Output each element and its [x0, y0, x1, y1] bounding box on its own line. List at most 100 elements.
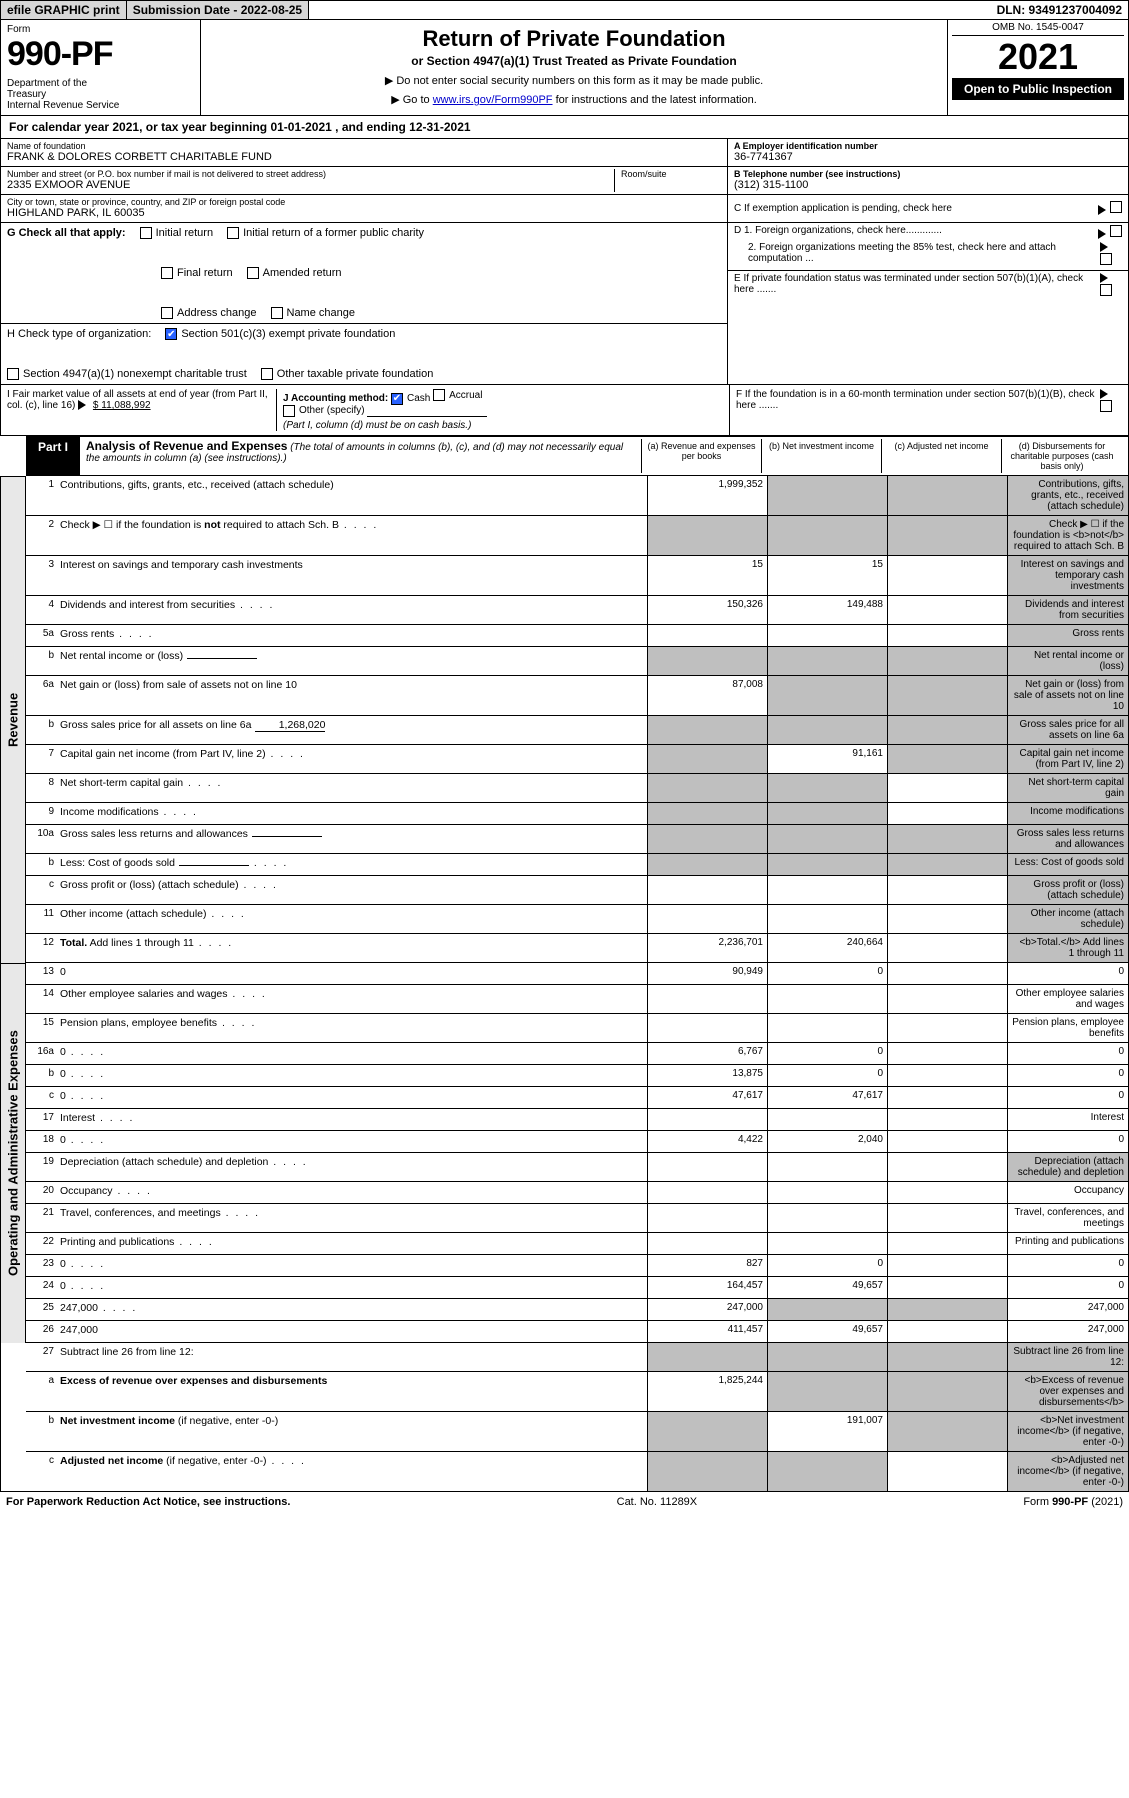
row-num: 16a — [26, 1043, 58, 1064]
cell-c — [888, 596, 1008, 624]
cell-b — [768, 1452, 888, 1491]
table-row: 4Dividends and interest from securities1… — [26, 596, 1129, 625]
cell-c — [888, 716, 1008, 744]
table-row: c047,61747,6170 — [26, 1087, 1129, 1109]
row-num: 1 — [26, 476, 58, 515]
cell-c — [888, 825, 1008, 853]
j-label: J Accounting method: — [283, 393, 388, 404]
cell-c — [888, 803, 1008, 824]
row-desc: Income modifications — [58, 803, 648, 824]
row-num: a — [26, 1372, 58, 1411]
cell-c — [888, 1204, 1008, 1232]
city-label: City or town, state or province, country… — [7, 197, 721, 207]
chk-d1[interactable] — [1110, 225, 1122, 237]
efile-label[interactable]: efile GRAPHIC print — [1, 1, 127, 19]
cell-b: 0 — [768, 1065, 888, 1086]
chk-e[interactable] — [1100, 284, 1112, 296]
chk-final-return[interactable]: Final return — [161, 267, 233, 279]
cell-d: Travel, conferences, and meetings — [1008, 1204, 1128, 1232]
cell-d: Interest — [1008, 1109, 1128, 1130]
cell-a: 827 — [648, 1255, 768, 1276]
chk-d2[interactable] — [1100, 253, 1112, 265]
chk-other-taxable[interactable]: Other taxable private foundation — [261, 368, 434, 380]
row-num: 22 — [26, 1233, 58, 1254]
cell-c — [888, 625, 1008, 646]
cell-c — [888, 1412, 1008, 1451]
table-row: aExcess of revenue over expenses and dis… — [26, 1372, 1129, 1412]
cell-a: 1,999,352 — [648, 476, 768, 515]
note2-suffix: for instructions and the latest informat… — [553, 94, 757, 106]
cell-d: Other employee salaries and wages — [1008, 985, 1128, 1013]
chk-accrual[interactable]: Accrual — [433, 389, 482, 401]
foundation-name: FRANK & DOLORES CORBETT CHARITABLE FUND — [7, 151, 721, 163]
arrow-icon — [1100, 389, 1108, 399]
row-num: 27 — [26, 1343, 58, 1371]
cell-c — [888, 1109, 1008, 1130]
cell-d: 0 — [1008, 1065, 1128, 1086]
cell-d: Gross rents — [1008, 625, 1128, 646]
cell-b: 0 — [768, 1255, 888, 1276]
row-desc: Net gain or (loss) from sale of assets n… — [58, 676, 648, 715]
id-left: Name of foundation FRANK & DOLORES CORBE… — [1, 139, 728, 384]
footer-right: Form 990-PF (2021) — [1023, 1496, 1123, 1508]
chk-other-method[interactable]: Other (specify) — [283, 405, 365, 417]
cell-c — [888, 1087, 1008, 1108]
table-row: 1Contributions, gifts, grants, etc., rec… — [26, 476, 1129, 516]
part1-header: Part I Analysis of Revenue and Expenses … — [26, 436, 1129, 476]
cell-b: 149,488 — [768, 596, 888, 624]
cell-d: Interest on savings and temporary cash i… — [1008, 556, 1128, 595]
table-row: bNet rental income or (loss)Net rental i… — [26, 647, 1129, 676]
cell-d: 0 — [1008, 1131, 1128, 1152]
cell-a — [648, 1204, 768, 1232]
inline-value — [252, 836, 322, 837]
cell-d: Capital gain net income (from Part IV, l… — [1008, 745, 1128, 773]
chk-name-change[interactable]: Name change — [271, 307, 356, 319]
cell-c — [888, 1131, 1008, 1152]
row-desc: Capital gain net income (from Part IV, l… — [58, 745, 648, 773]
row-num: 17 — [26, 1109, 58, 1130]
table-row: 12Total. Add lines 1 through 112,236,701… — [26, 934, 1129, 963]
cell-a: 6,767 — [648, 1043, 768, 1064]
cell-a — [648, 825, 768, 853]
ein-value: 36-7741367 — [734, 151, 1122, 163]
table-row: bLess: Cost of goods soldLess: Cost of g… — [26, 854, 1129, 876]
cell-a: 4,422 — [648, 1131, 768, 1152]
chk-f[interactable] — [1100, 400, 1112, 412]
cell-a — [648, 1452, 768, 1491]
cell-b — [768, 774, 888, 802]
table-row: 11Other income (attach schedule)Other in… — [26, 905, 1129, 934]
cell-d: 247,000 — [1008, 1299, 1128, 1320]
col-d-header: (d) Disbursements for charitable purpose… — [1002, 439, 1122, 473]
chk-initial-return-former[interactable]: Initial return of a former public charit… — [227, 227, 424, 239]
cell-b: 47,617 — [768, 1087, 888, 1108]
table-row: 13090,94900 — [26, 963, 1129, 985]
g-check-row: G Check all that apply: Initial return I… — [1, 223, 727, 324]
chk-address-change[interactable]: Address change — [161, 307, 257, 319]
form990pf-link[interactable]: www.irs.gov/Form990PF — [433, 94, 553, 106]
arrow-icon — [1098, 229, 1106, 239]
part1-desc: Analysis of Revenue and Expenses (The to… — [80, 436, 1129, 476]
table-row: 9Income modificationsIncome modification… — [26, 803, 1129, 825]
table-row: 21Travel, conferences, and meetingsTrave… — [26, 1204, 1129, 1233]
chk-initial-return[interactable]: Initial return — [140, 227, 213, 239]
cell-a: 90,949 — [648, 963, 768, 984]
ij-left: I Fair market value of all assets at end… — [1, 385, 730, 435]
chk-4947[interactable]: Section 4947(a)(1) nonexempt charitable … — [7, 368, 247, 380]
expenses-section: Operating and Administrative Expenses 13… — [0, 963, 1129, 1343]
cell-a: 87,008 — [648, 676, 768, 715]
row-desc: 0 — [58, 1065, 648, 1086]
chk-amended-return[interactable]: Amended return — [247, 267, 342, 279]
table-row: 5aGross rentsGross rents — [26, 625, 1129, 647]
cell-c — [888, 1372, 1008, 1411]
table-row: 25247,000247,000247,000 — [26, 1299, 1129, 1321]
row-num: 14 — [26, 985, 58, 1013]
chk-501c3[interactable]: ✔Section 501(c)(3) exempt private founda… — [165, 328, 395, 340]
chk-c[interactable] — [1110, 201, 1122, 213]
row-desc: 0 — [58, 1277, 648, 1298]
cell-c — [888, 1255, 1008, 1276]
row-desc: 0 — [58, 1043, 648, 1064]
row-num: b — [26, 1065, 58, 1086]
chk-cash[interactable]: ✔Cash — [391, 393, 430, 405]
calendar-year-row: For calendar year 2021, or tax year begi… — [0, 116, 1129, 139]
row-desc: Gross sales price for all assets on line… — [58, 716, 648, 744]
